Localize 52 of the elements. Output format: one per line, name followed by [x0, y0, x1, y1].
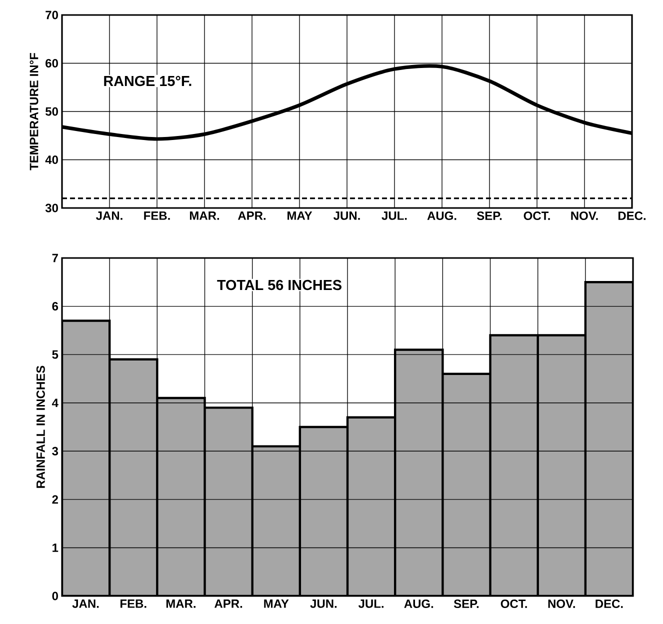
x-tick-label: JUL. [382, 212, 407, 220]
y-tick-label: 40 [45, 156, 58, 164]
bar [348, 417, 396, 596]
y-tick-label: 1 [52, 544, 58, 552]
x-tick-label: JAN. [96, 212, 122, 220]
x-tick-label: OCT. [524, 212, 550, 220]
y-tick-label: 0 [52, 592, 58, 600]
y-tick-label: 60 [46, 59, 58, 68]
y-tick-label: 6 [52, 302, 58, 311]
y-tick-label: 30 [45, 204, 58, 212]
x-tick-label: SEP. [454, 600, 479, 608]
y-tick-label: 50 [46, 107, 58, 116]
x-tick-label: MAR. [190, 212, 220, 220]
y-axis-title: TEMPERATURE IN°F [30, 52, 38, 170]
x-tick-label: DEC. [618, 212, 646, 220]
bar [395, 350, 443, 596]
y-axis-title: RAINFALL IN INCHES [36, 366, 45, 488]
bar [252, 446, 300, 596]
y-tick-label: 4 [52, 398, 58, 407]
annotation: TOTAL 56 INCHES [217, 280, 342, 290]
x-tick-label: JUN. [334, 212, 360, 220]
bar [300, 427, 348, 596]
x-tick-label: FEB. [120, 600, 146, 608]
x-tick-label: APR. [214, 600, 242, 608]
x-tick-label: SEP. [476, 212, 502, 220]
y-tick-label: 70 [46, 10, 58, 20]
x-tick-label: MAY [288, 212, 312, 220]
x-tick-label: FEB. [144, 212, 170, 220]
x-tick-label: OCT. [500, 600, 527, 608]
bar [157, 398, 205, 596]
x-tick-label: DEC. [596, 600, 623, 608]
bar [62, 320, 110, 596]
x-tick-label: APR. [238, 212, 266, 220]
annotation: RANGE 15°F. [104, 76, 192, 86]
x-tick-label: JUN. [310, 600, 337, 608]
x-tick-label: NOV. [548, 600, 575, 608]
x-tick-label: JUL. [358, 600, 384, 608]
x-tick-label: MAY [264, 600, 289, 608]
y-tick-label: 2 [52, 495, 58, 504]
bar [490, 335, 538, 596]
x-tick-label: NOV. [571, 212, 598, 220]
x-tick-label: AUG. [404, 600, 434, 608]
bar [110, 359, 158, 596]
y-tick-label: 3 [52, 446, 58, 456]
bar [538, 335, 586, 596]
x-tick-label: MAR. [166, 600, 196, 608]
y-tick-label: 5 [52, 350, 58, 359]
x-tick-label: JAN. [72, 600, 99, 608]
y-tick-label: 7 [52, 254, 58, 262]
bar [204, 408, 252, 596]
bar [442, 374, 490, 596]
x-tick-label: AUG. [427, 212, 456, 220]
